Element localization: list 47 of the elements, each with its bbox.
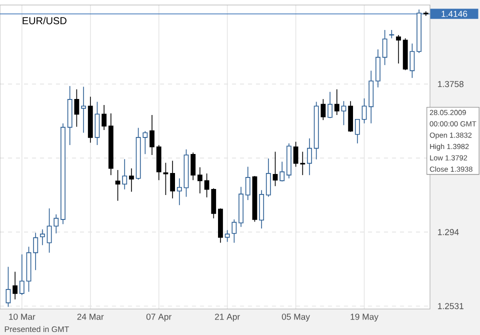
- candlestick: [94, 101, 100, 146]
- candlestick: [293, 141, 298, 168]
- candlestick: [122, 158, 128, 190]
- candlestick: [266, 158, 271, 198]
- ref-line-label: 1.4146: [442, 10, 468, 17]
- candlestick: [33, 232, 38, 270]
- candlestick: [272, 151, 278, 187]
- candlestick: [176, 178, 182, 206]
- x-tick-label: 19 May: [350, 314, 378, 322]
- candlestick: [102, 104, 107, 130]
- x-tick-label: 24 Mar: [77, 314, 104, 320]
- candlestick: [410, 43, 415, 78]
- text: Presented in GMT: [4, 326, 69, 332]
- candlestick: [382, 30, 388, 66]
- candlestick: [170, 160, 176, 199]
- candlestick: [40, 228, 45, 246]
- candlestick: [328, 91, 332, 118]
- candlestick: [320, 98, 326, 120]
- candlestick: [150, 114, 154, 156]
- candlestick: [129, 168, 134, 192]
- candlestick: [334, 88, 340, 116]
- candlestick: [354, 118, 360, 144]
- candlestick: [396, 34, 401, 64]
- y-tick-label: 1.2531: [438, 303, 464, 310]
- candlestick: [204, 173, 210, 198]
- candlestick: [197, 166, 202, 194]
- candlestick: [376, 48, 380, 88]
- candlestick: [74, 88, 80, 128]
- candlestick: [190, 152, 196, 181]
- y-tick-label: 1.3758: [438, 81, 464, 88]
- candlestick: [300, 151, 306, 176]
- x-tick-label: 21 Apr: [214, 314, 240, 322]
- y-tick-label: 1.294: [438, 229, 459, 236]
- candlestick: [6, 266, 11, 308]
- candlestick: [245, 166, 250, 200]
- candlestick: [362, 98, 367, 124]
- candlestick: [12, 271, 18, 300]
- x-tick-label: 10 Mar: [9, 314, 36, 320]
- candlestick: [280, 161, 285, 182]
- candlestick: [19, 254, 24, 296]
- candlestick: [341, 100, 346, 126]
- candlestick: [115, 170, 120, 202]
- x-tick-label: 07 Apr: [146, 314, 172, 322]
- candlestick: [307, 138, 312, 176]
- x-tick-label: 05 May: [282, 314, 310, 322]
- candlestick: [81, 86, 86, 134]
- text: EUR/USD: [22, 16, 66, 24]
